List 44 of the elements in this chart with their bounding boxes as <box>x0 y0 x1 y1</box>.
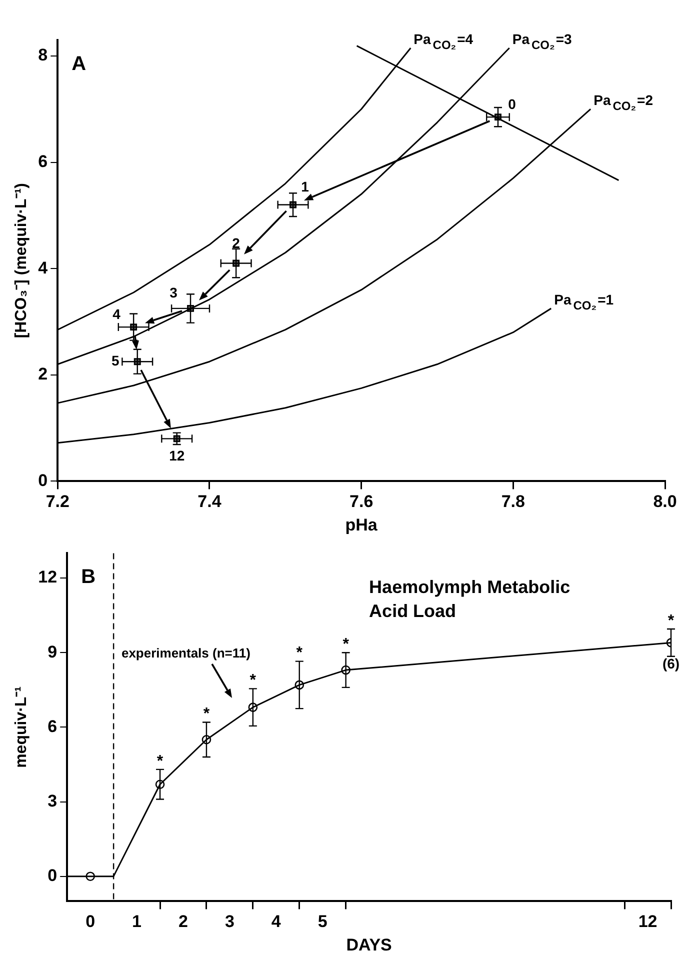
x-tick-label: 2 <box>178 912 188 932</box>
annotation: A <box>72 53 86 75</box>
y-tick-label: 6 <box>48 716 58 736</box>
data-label: * <box>342 636 350 654</box>
y-tick-label: 12 <box>38 568 58 587</box>
x-tick-label: 7.2 <box>46 492 70 512</box>
x-tick-label: 7.8 <box>501 492 525 512</box>
y-axis-title: mequiv·L⁻¹ <box>13 686 30 768</box>
x-tick-label: 8.0 <box>653 492 677 512</box>
y-tick-label: 2 <box>38 364 48 384</box>
annotation: (6) <box>662 656 680 672</box>
data-label: * <box>296 644 304 662</box>
annotation: 1 <box>301 178 310 195</box>
y-tick-label: 0 <box>38 470 48 490</box>
x-tick-label: 3 <box>224 912 234 932</box>
data-label: * <box>156 752 164 770</box>
y-tick-label: 3 <box>48 791 58 810</box>
y-tick-label: 9 <box>48 642 58 662</box>
x-axis-title: pHa <box>345 515 378 534</box>
annotation: B <box>81 566 96 588</box>
y-axis-title: [HCO₃⁻] (mequiv·L⁻¹) <box>13 183 30 338</box>
x-tick-label: 0 <box>86 912 96 932</box>
y-tick-label: 8 <box>38 46 48 65</box>
annotation: experimentals (n=11) <box>121 646 250 661</box>
text: Haemolymph Metabolic Acid Load <box>369 577 570 622</box>
x-tick-label: 1 <box>132 912 142 932</box>
x-tick-label: 5 <box>318 912 328 932</box>
data-label: * <box>203 706 210 723</box>
x-tick-label: 7.6 <box>350 492 374 512</box>
annotation: 0 <box>508 96 516 112</box>
x-tick-label: 12 <box>638 912 658 932</box>
annotation: 3 <box>170 284 178 300</box>
x-tick-label: 7.4 <box>198 492 222 512</box>
annotation: 2 <box>232 235 240 252</box>
annotation: 12 <box>169 448 185 464</box>
data-label: * <box>668 612 675 630</box>
y-tick-label: 0 <box>48 866 58 886</box>
x-axis-title: DAYS <box>346 935 392 954</box>
data-label: * <box>250 672 257 690</box>
y-tick-label: 4 <box>38 258 48 278</box>
annotation: 5 <box>111 352 120 368</box>
y-tick-label: 6 <box>38 152 48 171</box>
annotation: 4 <box>112 306 121 322</box>
x-tick-label: 4 <box>271 912 282 932</box>
